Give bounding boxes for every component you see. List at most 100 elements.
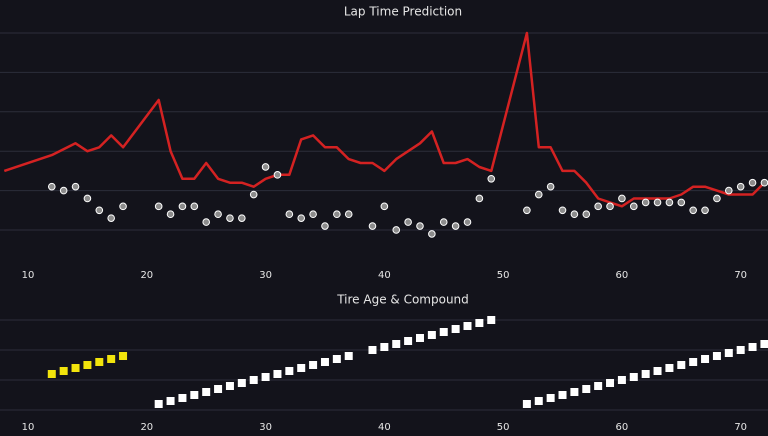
tire-age-marker <box>534 397 543 405</box>
actual-point <box>178 202 187 211</box>
actual-point <box>47 182 56 191</box>
actual-point <box>214 210 222 219</box>
tire-age-marker <box>202 388 211 396</box>
tire-age-marker <box>736 346 745 354</box>
x-tick-label: 50 <box>497 270 510 281</box>
tire-age-marker <box>273 370 282 378</box>
tire-age-marker <box>190 391 199 399</box>
actual-point <box>309 210 317 219</box>
actual-point <box>463 218 472 226</box>
tire-age-marker <box>748 343 757 351</box>
actual-point <box>190 202 199 211</box>
actual-point <box>641 198 650 207</box>
actual-point <box>653 198 662 207</box>
tire-age-marker <box>344 352 353 360</box>
tire-age-marker <box>582 385 591 393</box>
x-tick-label: 20 <box>140 270 153 281</box>
actual-point <box>95 206 104 215</box>
actual-point <box>618 194 626 203</box>
actual-point <box>226 214 234 222</box>
x-tick-label: 30 <box>259 270 272 281</box>
x-tick-label: 70 <box>734 270 747 281</box>
actual-point <box>285 210 294 219</box>
tire-age-marker <box>653 367 662 375</box>
tire-age-marker <box>71 364 80 372</box>
actual-point <box>748 178 757 187</box>
x-tick-label: 70 <box>734 422 747 433</box>
tire-age-marker <box>368 346 377 354</box>
tire-age-marker <box>285 367 294 375</box>
actual-point <box>273 171 282 179</box>
tire-age-marker <box>712 352 721 360</box>
actual-point <box>558 206 567 215</box>
tire-age-marker <box>237 379 246 387</box>
actual-point <box>166 210 175 219</box>
actual-point <box>416 222 424 230</box>
chart-title: Tire Age & Compound <box>336 293 469 307</box>
actual-point <box>760 178 768 187</box>
x-tick-label: 50 <box>497 422 510 433</box>
chart-title: Lap Time Prediction <box>344 5 462 19</box>
tire-age-marker <box>617 376 626 384</box>
tire-age-marker <box>107 355 116 363</box>
tire-age-marker <box>570 388 579 396</box>
actual-point <box>570 210 579 219</box>
tire-age-marker <box>463 322 472 330</box>
tire-age-marker <box>225 382 234 390</box>
tire-age-marker <box>760 340 768 348</box>
x-tick-label: 10 <box>22 270 35 281</box>
actual-point <box>736 182 745 191</box>
tire-age-marker <box>677 361 686 369</box>
actual-point <box>249 190 258 199</box>
tire-age-marker <box>546 394 555 402</box>
actual-point <box>451 222 460 230</box>
actual-point <box>665 198 674 207</box>
tire-age-marker <box>415 334 424 342</box>
x-tick-label: 60 <box>616 270 629 281</box>
tire-age-marker <box>59 367 68 375</box>
actual-point <box>606 202 614 211</box>
tire-age-marker <box>166 397 175 405</box>
tire-age-marker <box>261 373 270 381</box>
tire-age-marker <box>320 358 329 366</box>
tire-age-marker <box>439 328 448 336</box>
tire-age-marker <box>83 361 92 369</box>
tire-age-marker <box>701 355 710 363</box>
tire-age-marker <box>724 349 733 357</box>
actual-point <box>202 218 210 226</box>
tire-age-marker <box>404 337 413 345</box>
actual-point <box>546 182 555 191</box>
actual-point <box>701 206 709 215</box>
actual-point <box>487 174 496 183</box>
prediction-line <box>3 31 766 208</box>
tire-age-marker <box>665 364 674 372</box>
x-tick-label: 30 <box>259 422 272 433</box>
actual-point <box>725 186 733 195</box>
tire-age-marker <box>95 358 104 366</box>
actual-point <box>119 202 127 211</box>
tire-age-marker <box>451 325 460 333</box>
actual-point <box>439 218 448 226</box>
actual-point <box>71 182 80 191</box>
tire-age-marker <box>606 379 615 387</box>
tire-age-marker <box>629 373 638 381</box>
actual-point <box>689 206 697 215</box>
actual-point <box>261 163 270 171</box>
actual-point <box>392 226 401 234</box>
x-tick-label: 40 <box>378 270 391 281</box>
tire-age-marker <box>309 361 318 369</box>
tire-age-marker <box>154 400 163 408</box>
actual-point <box>677 198 686 207</box>
actual-point <box>344 210 353 219</box>
actual-point <box>629 202 638 211</box>
actual-point <box>523 206 531 215</box>
actual-point <box>59 186 68 195</box>
tire-age-marker <box>392 340 401 348</box>
actual-point <box>321 222 329 230</box>
actual-point <box>297 214 306 222</box>
actual-point <box>107 214 115 222</box>
actual-point <box>534 190 543 199</box>
x-tick-label: 40 <box>378 422 391 433</box>
